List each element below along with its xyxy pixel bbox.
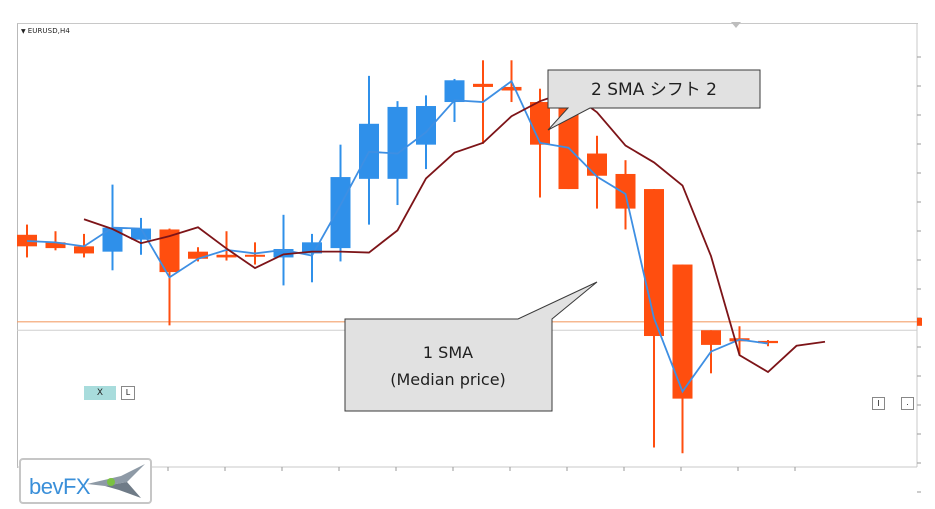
candle-body — [587, 153, 607, 176]
dropdown-arrow-icon[interactable]: ▼ — [21, 28, 26, 35]
symbol-label[interactable]: ▼ EURUSD,H4 — [21, 27, 70, 35]
candle-body — [159, 229, 180, 273]
candle-body — [131, 228, 151, 240]
callout-upper-text: 2 SMA シフト 2 — [591, 80, 717, 100]
shift-marker-icon[interactable] — [731, 22, 741, 28]
callout-median-sma: 1 SMA (Median price) — [344, 281, 598, 412]
dot-button[interactable]: . — [901, 397, 914, 410]
candle-body — [644, 189, 664, 337]
candle-body — [701, 330, 721, 345]
candle-body — [245, 254, 265, 257]
candle-body — [302, 242, 322, 254]
candle-body — [615, 173, 636, 209]
candle-body — [672, 264, 693, 399]
candle-body — [273, 248, 294, 258]
callout-lower-text-line1: 1 SMA — [423, 343, 473, 362]
candle-body — [473, 83, 493, 87]
symbol-timeframe-text: EURUSD,H4 — [27, 27, 70, 35]
candle-body — [330, 177, 351, 249]
candle-body — [387, 106, 408, 179]
callout-lower-text-line2: (Median price) — [390, 370, 506, 389]
candle-body — [102, 227, 123, 252]
current-price-marker — [917, 317, 922, 326]
close-x-button[interactable]: X — [84, 386, 116, 400]
callout-upper-box — [547, 69, 761, 131]
axis-ticks — [167, 56, 921, 493]
candle-body — [17, 234, 37, 247]
candle-body — [444, 80, 465, 103]
candle-body — [188, 251, 208, 259]
price-marker-box — [917, 317, 922, 326]
bevfx-logo: bevFX — [19, 458, 152, 504]
candle-body — [45, 242, 66, 249]
callout-shifted-sma: 2 SMA シフト 2 — [547, 69, 761, 131]
sma-median-line — [26, 79, 769, 394]
l-button[interactable]: L — [121, 386, 135, 400]
callout-lower-box — [344, 281, 598, 412]
bird-logo-icon — [87, 464, 145, 498]
sma-lines — [26, 79, 826, 394]
logo-text: bevFX — [29, 474, 91, 499]
candle-body — [501, 86, 522, 91]
candle-body — [530, 102, 550, 145]
candle-body — [758, 340, 778, 344]
i-button[interactable]: I — [872, 397, 885, 410]
candle-body — [216, 254, 237, 258]
candle-body — [74, 246, 94, 254]
sma-shifted-line — [83, 90, 826, 374]
